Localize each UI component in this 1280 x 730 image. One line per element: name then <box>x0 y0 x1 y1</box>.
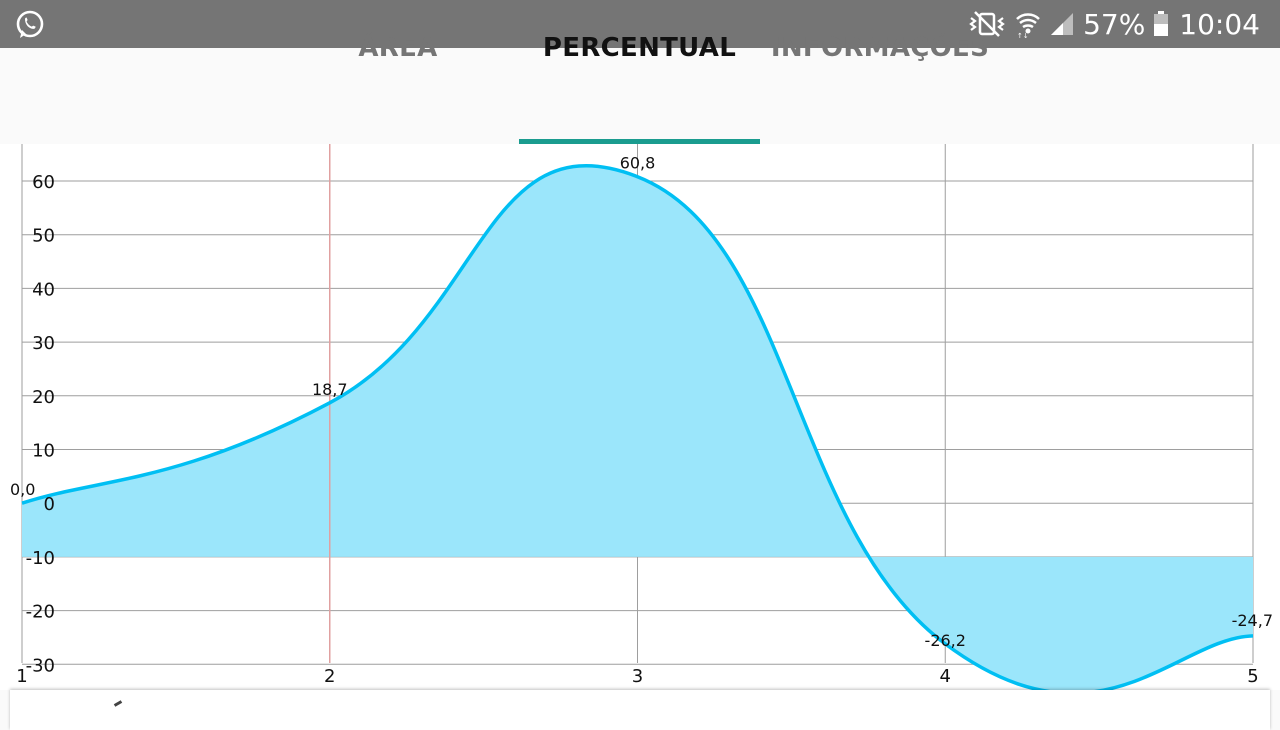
whatsapp-icon <box>14 9 46 41</box>
y-tick-label: 20 <box>32 387 55 408</box>
tab-percentual[interactable]: PERCENTUAL <box>542 33 737 63</box>
chart-area[interactable]: 60 50 40 30 20 10 0 -10 -20 -30 1 2 3 4 5 0,0 18,7 60,8… <box>0 144 1280 690</box>
y-tick-label: 0 <box>44 494 55 515</box>
x-tick-label: 5 <box>1247 666 1258 687</box>
x-tick-label: 2 <box>324 666 335 687</box>
card-text-fragment <box>113 700 123 707</box>
data-label: -24,7 <box>1232 611 1273 630</box>
wifi-icon: ↑↓ <box>1015 0 1041 48</box>
y-tick-label: 10 <box>32 441 55 462</box>
status-icons: ↑↓ 57% 10:04 <box>967 0 1260 48</box>
y-tick-label: 50 <box>32 226 55 247</box>
signal-icon <box>1049 0 1075 48</box>
status-bar: ↑↓ 57% 10:04 <box>0 0 1280 48</box>
y-tick-label: 30 <box>32 333 55 354</box>
y-tick-label: 40 <box>32 279 55 300</box>
x-tick-label: 4 <box>940 666 951 687</box>
data-label: 18,7 <box>312 380 348 399</box>
data-label: 0,0 <box>10 480 35 499</box>
y-axis-ticks: 60 50 40 30 20 10 0 -10 -20 -30 <box>26 172 55 676</box>
x-tick-label: 1 <box>16 666 27 687</box>
chart-line <box>21 164 1254 690</box>
battery-percent: 57% <box>1083 7 1146 41</box>
percent-chart[interactable]: 60 50 40 30 20 10 0 -10 -20 -30 1 2 3 4 5 0,0 18,7 60,8… <box>0 144 1280 690</box>
tab-indicator <box>519 139 760 144</box>
data-labels: 0,0 18,7 60,8 -26,2 -24,7 <box>10 154 1273 650</box>
clock: 10:04 <box>1179 7 1260 41</box>
tab-bar <box>0 48 1280 144</box>
x-tick-label: 3 <box>632 666 643 687</box>
battery-icon <box>1153 0 1169 48</box>
data-label: 60,8 <box>620 154 656 173</box>
y-tick-label: -30 <box>26 655 55 676</box>
chart-area-fill <box>22 165 1253 690</box>
tab-area[interactable]: ÁREA <box>358 33 438 63</box>
y-tick-label: -10 <box>26 548 55 569</box>
vibrate-mute-icon <box>967 0 1007 48</box>
svg-text:↑↓: ↑↓ <box>1017 32 1029 39</box>
x-axis-ticks: 1 2 3 4 5 <box>16 666 1258 687</box>
y-tick-label: -20 <box>26 602 55 623</box>
y-tick-label: 60 <box>32 172 55 193</box>
info-card[interactable] <box>10 690 1270 730</box>
tab-informacoes[interactable]: INFORMAÇÕES <box>770 33 990 63</box>
data-label: -26,2 <box>925 631 966 650</box>
